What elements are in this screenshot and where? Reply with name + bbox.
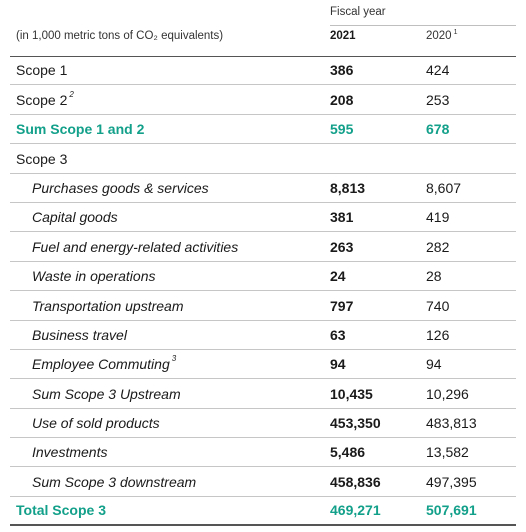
- value-2020: 507,691: [426, 502, 477, 519]
- row-label: Sum Scope 3 Upstream: [32, 386, 181, 402]
- row-label-text: Capital goods: [32, 209, 118, 226]
- emissions-table: Scope 1 386 424 Scope 2 2 208 253 Sum Scope 1 a…: [10, 56, 516, 527]
- row-label: Scope 1: [16, 62, 67, 78]
- column-header-2020-text: 2020: [426, 30, 452, 42]
- value-2021: 453,350: [330, 415, 381, 432]
- row-label-text: Business travel: [32, 326, 127, 343]
- table-row: Sum Scope 3 Upstream 10,435 10,296: [10, 379, 516, 409]
- row-label: Use of sold products: [32, 415, 160, 431]
- table-row: Capital goods 381 419: [10, 203, 516, 233]
- value-2021: 94: [330, 356, 346, 373]
- table-row: Investments 5,486 13,582: [10, 438, 516, 468]
- row-label-text: Total Scope 3: [16, 502, 106, 519]
- value-2021: 208: [330, 91, 354, 108]
- row-label-text: Employee Commuting: [32, 356, 170, 373]
- row-label: Transportation upstream: [32, 298, 183, 314]
- table-row: Fuel and energy-related activities 263 282: [10, 232, 516, 262]
- row-label-text: Use of sold products: [32, 415, 160, 432]
- row-label-text: Fuel and energy-related activities: [32, 238, 239, 255]
- row-label: Capital goods: [32, 209, 118, 225]
- value-2020: 10,296: [426, 385, 469, 402]
- table-row: Purchases goods & services 8,813 8,607: [10, 174, 516, 203]
- row-label-text: Scope 1: [16, 62, 68, 79]
- column-header-2021: 2021: [330, 30, 356, 42]
- value-2021: 8,813: [330, 179, 366, 196]
- value-2020: 282: [426, 238, 450, 255]
- row-footnote-marker: 3: [171, 354, 177, 364]
- table-row: Sum Scope 1 and 2 595 678: [10, 115, 516, 145]
- value-2020: 13,582: [426, 444, 469, 461]
- column-header-2020-footnote: 1: [453, 29, 458, 36]
- row-label: Scope 3: [16, 151, 67, 167]
- value-2020: 94: [426, 356, 442, 373]
- row-label-text: Sum Scope 3 downstream: [32, 473, 197, 490]
- table-row: Sum Scope 3 downstream 458,836 497,395: [10, 467, 516, 497]
- row-label-text: Scope 2: [16, 91, 68, 108]
- value-2021: 469,271: [330, 502, 381, 519]
- row-label-text: Investments: [32, 444, 108, 461]
- table-row: Scope 1 386 424: [10, 56, 516, 86]
- value-2020: 678: [426, 121, 450, 138]
- value-2020: 740: [426, 297, 450, 314]
- value-2021: 386: [330, 62, 354, 79]
- table-row: Employee Commuting 3 94 94: [10, 350, 516, 380]
- value-2020: 8,607: [426, 179, 462, 196]
- value-2020: 28: [426, 268, 442, 285]
- value-2021: 797: [330, 297, 354, 314]
- value-2021: 595: [330, 121, 354, 138]
- table-row: Scope 2 2 208 253: [10, 85, 516, 115]
- row-label-text: Waste in operations: [32, 268, 156, 285]
- value-2020: 424: [426, 62, 450, 79]
- row-label-text: Scope 3: [16, 150, 68, 167]
- value-2020: 126: [426, 326, 450, 343]
- value-2021: 10,435: [330, 385, 373, 402]
- value-2021: 381: [330, 209, 354, 226]
- fiscal-year-caption: Fiscal year: [330, 6, 386, 18]
- row-label: Investments: [32, 444, 107, 460]
- row-label-text: Transportation upstream: [32, 297, 184, 314]
- column-header-2020: 2020 1: [426, 29, 458, 42]
- value-2021: 263: [330, 238, 354, 255]
- row-label-text: Sum Scope 3 Upstream: [32, 385, 181, 402]
- value-2021: 63: [330, 326, 346, 343]
- row-label: Sum Scope 3 downstream: [32, 474, 196, 490]
- value-2021: 458,836: [330, 473, 381, 490]
- row-label: Purchases goods & services: [32, 180, 209, 196]
- value-2021: 24: [330, 268, 346, 285]
- table-row: Transportation upstream 797 740: [10, 291, 516, 321]
- row-label: Total Scope 3: [16, 502, 106, 518]
- value-2020: 419: [426, 209, 450, 226]
- row-label: Employee Commuting 3: [32, 354, 177, 373]
- value-2020: 253: [426, 91, 450, 108]
- row-label-text: Sum Scope 1 and 2: [16, 121, 145, 138]
- row-footnote-marker: 2: [69, 89, 74, 99]
- value-2020: 497,395: [426, 473, 477, 490]
- row-label: Waste in operations: [32, 268, 155, 284]
- table-row: Scope 3: [10, 144, 516, 174]
- row-label: Fuel and energy-related activities: [32, 239, 238, 255]
- table-row: Waste in operations 24 28: [10, 262, 516, 292]
- row-label-text: Purchases goods & services: [32, 179, 209, 196]
- table-row: Business travel 63 126: [10, 321, 516, 350]
- table-row: Use of sold products 453,350 483,813: [10, 409, 516, 439]
- row-label: Business travel: [32, 327, 127, 343]
- table-row: Total Scope 3 469,271 507,691: [10, 497, 516, 527]
- unit-note: (in 1,000 metric tons of CO₂ equivalents…: [16, 30, 224, 42]
- row-label: Sum Scope 1 and 2: [16, 121, 144, 137]
- header-rule: [330, 25, 516, 26]
- value-2020: 483,813: [426, 415, 477, 432]
- value-2021: 5,486: [330, 444, 366, 461]
